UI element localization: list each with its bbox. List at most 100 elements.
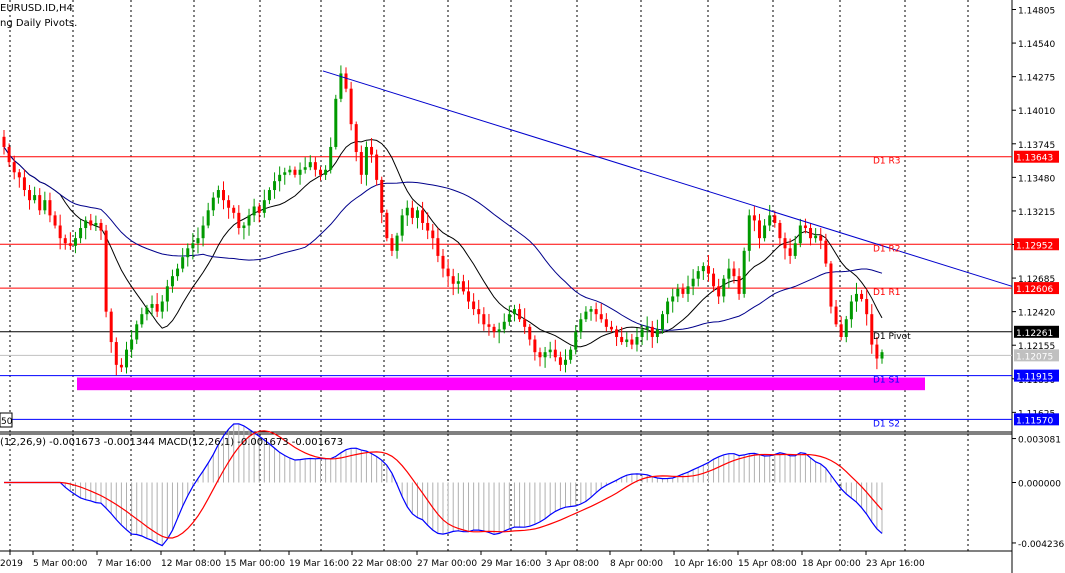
candle-body bbox=[140, 314, 144, 325]
candle-body bbox=[283, 172, 287, 175]
candle-body bbox=[410, 207, 414, 218]
candle-body bbox=[165, 286, 169, 302]
candle-body bbox=[467, 291, 471, 302]
indicator-subtitle: ng Daily Pivots. bbox=[0, 18, 78, 29]
candle-body bbox=[68, 243, 72, 246]
candle-body bbox=[63, 238, 67, 244]
candle-body bbox=[512, 309, 516, 315]
candle-body bbox=[712, 273, 716, 287]
macd-tick-label: -0.004236 bbox=[1018, 540, 1064, 550]
price-tick-label: 1.14540 bbox=[1018, 40, 1055, 50]
candle-body bbox=[829, 263, 833, 307]
candle-body bbox=[528, 326, 532, 340]
candle-body bbox=[599, 314, 603, 320]
time-label: 10 Apr 16:00 bbox=[674, 559, 733, 569]
current-price-box bbox=[1014, 349, 1059, 362]
candle-body bbox=[737, 276, 741, 294]
candle-body bbox=[650, 326, 654, 337]
candle-body bbox=[135, 324, 139, 340]
macd-main-line bbox=[4, 423, 883, 547]
candle-body bbox=[783, 238, 787, 249]
candle-body bbox=[53, 215, 57, 226]
candle-body bbox=[732, 268, 736, 277]
candle-body bbox=[196, 238, 200, 244]
price-tick-label: 1.12420 bbox=[1018, 309, 1055, 319]
candle-body bbox=[145, 307, 149, 315]
pivot-label: D1 R2 bbox=[873, 244, 901, 254]
macd-tick-label: 0.000000 bbox=[1018, 480, 1061, 490]
candle-body bbox=[518, 309, 522, 320]
candle-body bbox=[533, 339, 537, 353]
chart-grid bbox=[0, 0, 1013, 573]
candle-body bbox=[778, 222, 782, 239]
time-label: 15 Apr 08:00 bbox=[738, 559, 797, 569]
candle-body bbox=[431, 230, 435, 239]
candle-body bbox=[155, 304, 159, 312]
candle-body bbox=[548, 349, 552, 353]
pivot-price-box bbox=[1014, 325, 1059, 338]
candle-body bbox=[523, 319, 527, 327]
candle-body bbox=[359, 152, 363, 175]
candle-body bbox=[349, 88, 353, 125]
macd-panel: 0.003081 0.000000 -0.004236 bbox=[4, 423, 1064, 550]
pivot-label: D1 S2 bbox=[873, 419, 900, 429]
candle-body bbox=[844, 319, 848, 337]
candle-body bbox=[584, 311, 588, 320]
time-label: 22 Mar 08:00 bbox=[352, 559, 412, 569]
candle-body bbox=[681, 288, 685, 294]
candle-body bbox=[400, 215, 404, 236]
candle-body bbox=[870, 314, 874, 345]
candle-body bbox=[579, 319, 583, 332]
candle-body bbox=[191, 243, 195, 249]
candle-body bbox=[839, 324, 843, 337]
candle-body bbox=[640, 329, 644, 337]
trendline bbox=[322, 70, 1013, 287]
candle-body bbox=[507, 314, 511, 322]
candle-body bbox=[395, 235, 399, 251]
candle-body bbox=[620, 336, 624, 343]
candle-body bbox=[216, 190, 220, 198]
candle-body bbox=[472, 301, 476, 310]
time-label: 8 Apr 00:00 bbox=[610, 559, 663, 569]
candle-body bbox=[17, 172, 21, 178]
macd-tick-label: 0.003081 bbox=[1018, 436, 1061, 446]
candle-body bbox=[415, 210, 419, 218]
candle-body bbox=[364, 146, 368, 175]
candle-body bbox=[686, 286, 690, 294]
candle-body bbox=[186, 248, 190, 258]
candle-body bbox=[564, 359, 568, 365]
support-zone bbox=[77, 377, 925, 391]
candle-body bbox=[752, 215, 756, 221]
candle-body bbox=[257, 206, 261, 213]
pivot-price-label: 1.12952 bbox=[1016, 241, 1053, 251]
time-label: 19 Mar 16:00 bbox=[289, 559, 349, 569]
time-label: 23 Apr 16:00 bbox=[866, 559, 925, 569]
candle-body bbox=[267, 190, 271, 201]
candle-body bbox=[405, 207, 409, 216]
price-tick-label: 1.13745 bbox=[1018, 141, 1055, 151]
candle-body bbox=[2, 136, 6, 147]
candles bbox=[2, 65, 884, 376]
candle-body bbox=[119, 364, 123, 368]
pivot-price-label: 1.11915 bbox=[1016, 373, 1053, 383]
time-label: 2019 bbox=[0, 559, 23, 569]
moving-averages bbox=[3, 139, 883, 348]
price-tick-label: 1.14275 bbox=[1018, 74, 1055, 84]
pivot-price-label: 1.12261 bbox=[1016, 329, 1053, 339]
candle-body bbox=[370, 146, 374, 155]
candle-body bbox=[237, 212, 241, 229]
candle-body bbox=[206, 210, 210, 226]
candle-body bbox=[324, 169, 328, 175]
candle-body bbox=[252, 206, 256, 216]
pivot-price-label: 1.12606 bbox=[1016, 285, 1053, 295]
ma-tag: 50 bbox=[1, 417, 13, 427]
time-label: 29 Mar 16:00 bbox=[481, 559, 541, 569]
candle-body bbox=[477, 309, 481, 315]
candle-body bbox=[594, 309, 598, 315]
pivot-price-box bbox=[1014, 369, 1059, 382]
candle-body bbox=[661, 314, 664, 330]
candle-body bbox=[38, 195, 42, 211]
candle-body bbox=[492, 326, 496, 332]
pivot-labels: D1 R3 1.13643 D1 R2 1.12952 D1 R1 1.12606 D1 P… bbox=[873, 150, 1059, 429]
candle-body bbox=[456, 281, 460, 284]
